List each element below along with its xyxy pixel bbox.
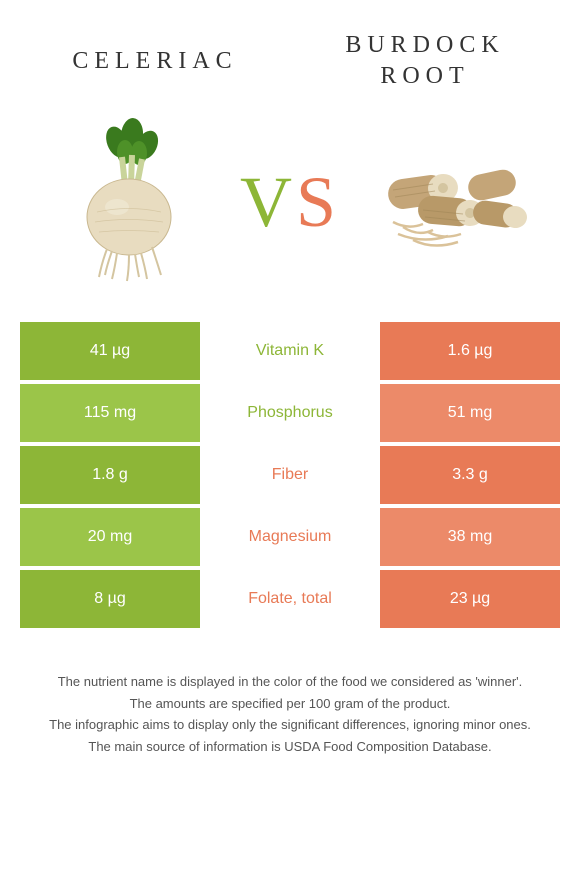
- right-value: 3.3 g: [380, 446, 560, 504]
- left-value: 1.8 g: [20, 446, 200, 504]
- left-value: 8 µg: [20, 570, 200, 628]
- footer-line: The amounts are specified per 100 gram o…: [30, 694, 550, 714]
- nutrient-name: Magnesium: [200, 508, 380, 566]
- header: CELERIAC BURDOCK ROOT: [0, 0, 580, 102]
- burdock-image: [373, 112, 533, 292]
- celeriac-icon: [57, 117, 197, 287]
- table-row: 41 µgVitamin K1.6 µg: [20, 322, 560, 380]
- vs-s: S: [296, 162, 340, 242]
- footer-line: The main source of information is USDA F…: [30, 737, 550, 757]
- right-value: 51 mg: [380, 384, 560, 442]
- table-row: 20 mgMagnesium38 mg: [20, 508, 560, 566]
- right-value: 38 mg: [380, 508, 560, 566]
- left-food-title: CELERIAC: [34, 46, 277, 77]
- nutrient-name: Phosphorus: [200, 384, 380, 442]
- nutrient-name: Folate, total: [200, 570, 380, 628]
- nutrient-name: Vitamin K: [200, 322, 380, 380]
- left-value: 20 mg: [20, 508, 200, 566]
- right-value: 1.6 µg: [380, 322, 560, 380]
- celeriac-image: [47, 112, 207, 292]
- table-row: 8 µgFolate, total23 µg: [20, 570, 560, 628]
- right-food-title: BURDOCK ROOT: [304, 30, 547, 92]
- left-value: 115 mg: [20, 384, 200, 442]
- footer-line: The nutrient name is displayed in the co…: [30, 672, 550, 692]
- table-row: 115 mgPhosphorus51 mg: [20, 384, 560, 442]
- nutrient-table: 41 µgVitamin K1.6 µg115 mgPhosphorus51 m…: [0, 322, 580, 628]
- table-row: 1.8 gFiber3.3 g: [20, 446, 560, 504]
- footer-line: The infographic aims to display only the…: [30, 715, 550, 735]
- right-value: 23 µg: [380, 570, 560, 628]
- burdock-icon: [373, 142, 533, 262]
- images-row: VS: [0, 102, 580, 322]
- vs-label: VS: [240, 161, 340, 244]
- left-value: 41 µg: [20, 322, 200, 380]
- vs-v: V: [240, 162, 296, 242]
- footer-notes: The nutrient name is displayed in the co…: [0, 632, 580, 778]
- nutrient-name: Fiber: [200, 446, 380, 504]
